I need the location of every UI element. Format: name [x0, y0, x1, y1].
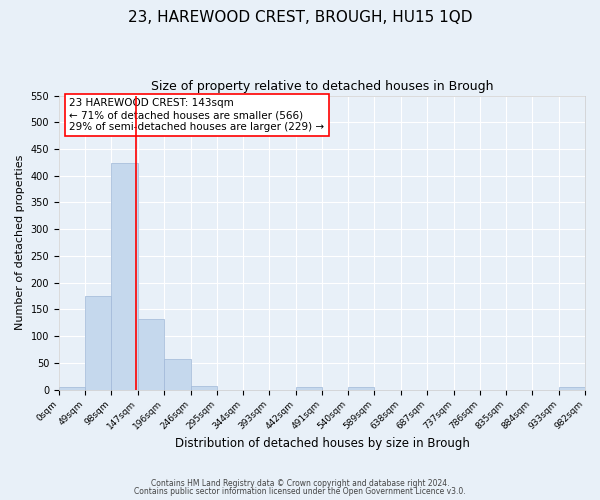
Bar — [137, 318, 164, 390]
X-axis label: Distribution of detached houses by size in Brough: Distribution of detached houses by size … — [175, 437, 469, 450]
Bar — [191, 386, 217, 390]
Bar — [296, 387, 322, 390]
Bar — [559, 387, 585, 390]
Bar — [164, 358, 191, 390]
Bar — [85, 296, 112, 390]
Text: 23 HAREWOOD CREST: 143sqm
← 71% of detached houses are smaller (566)
29% of semi: 23 HAREWOOD CREST: 143sqm ← 71% of detac… — [70, 98, 325, 132]
Text: Contains public sector information licensed under the Open Government Licence v3: Contains public sector information licen… — [134, 487, 466, 496]
Bar — [348, 387, 374, 390]
Text: Contains HM Land Registry data © Crown copyright and database right 2024.: Contains HM Land Registry data © Crown c… — [151, 478, 449, 488]
Bar — [112, 163, 137, 390]
Y-axis label: Number of detached properties: Number of detached properties — [15, 155, 25, 330]
Title: Size of property relative to detached houses in Brough: Size of property relative to detached ho… — [151, 80, 493, 93]
Text: 23, HAREWOOD CREST, BROUGH, HU15 1QD: 23, HAREWOOD CREST, BROUGH, HU15 1QD — [128, 10, 472, 25]
Bar — [59, 387, 85, 390]
